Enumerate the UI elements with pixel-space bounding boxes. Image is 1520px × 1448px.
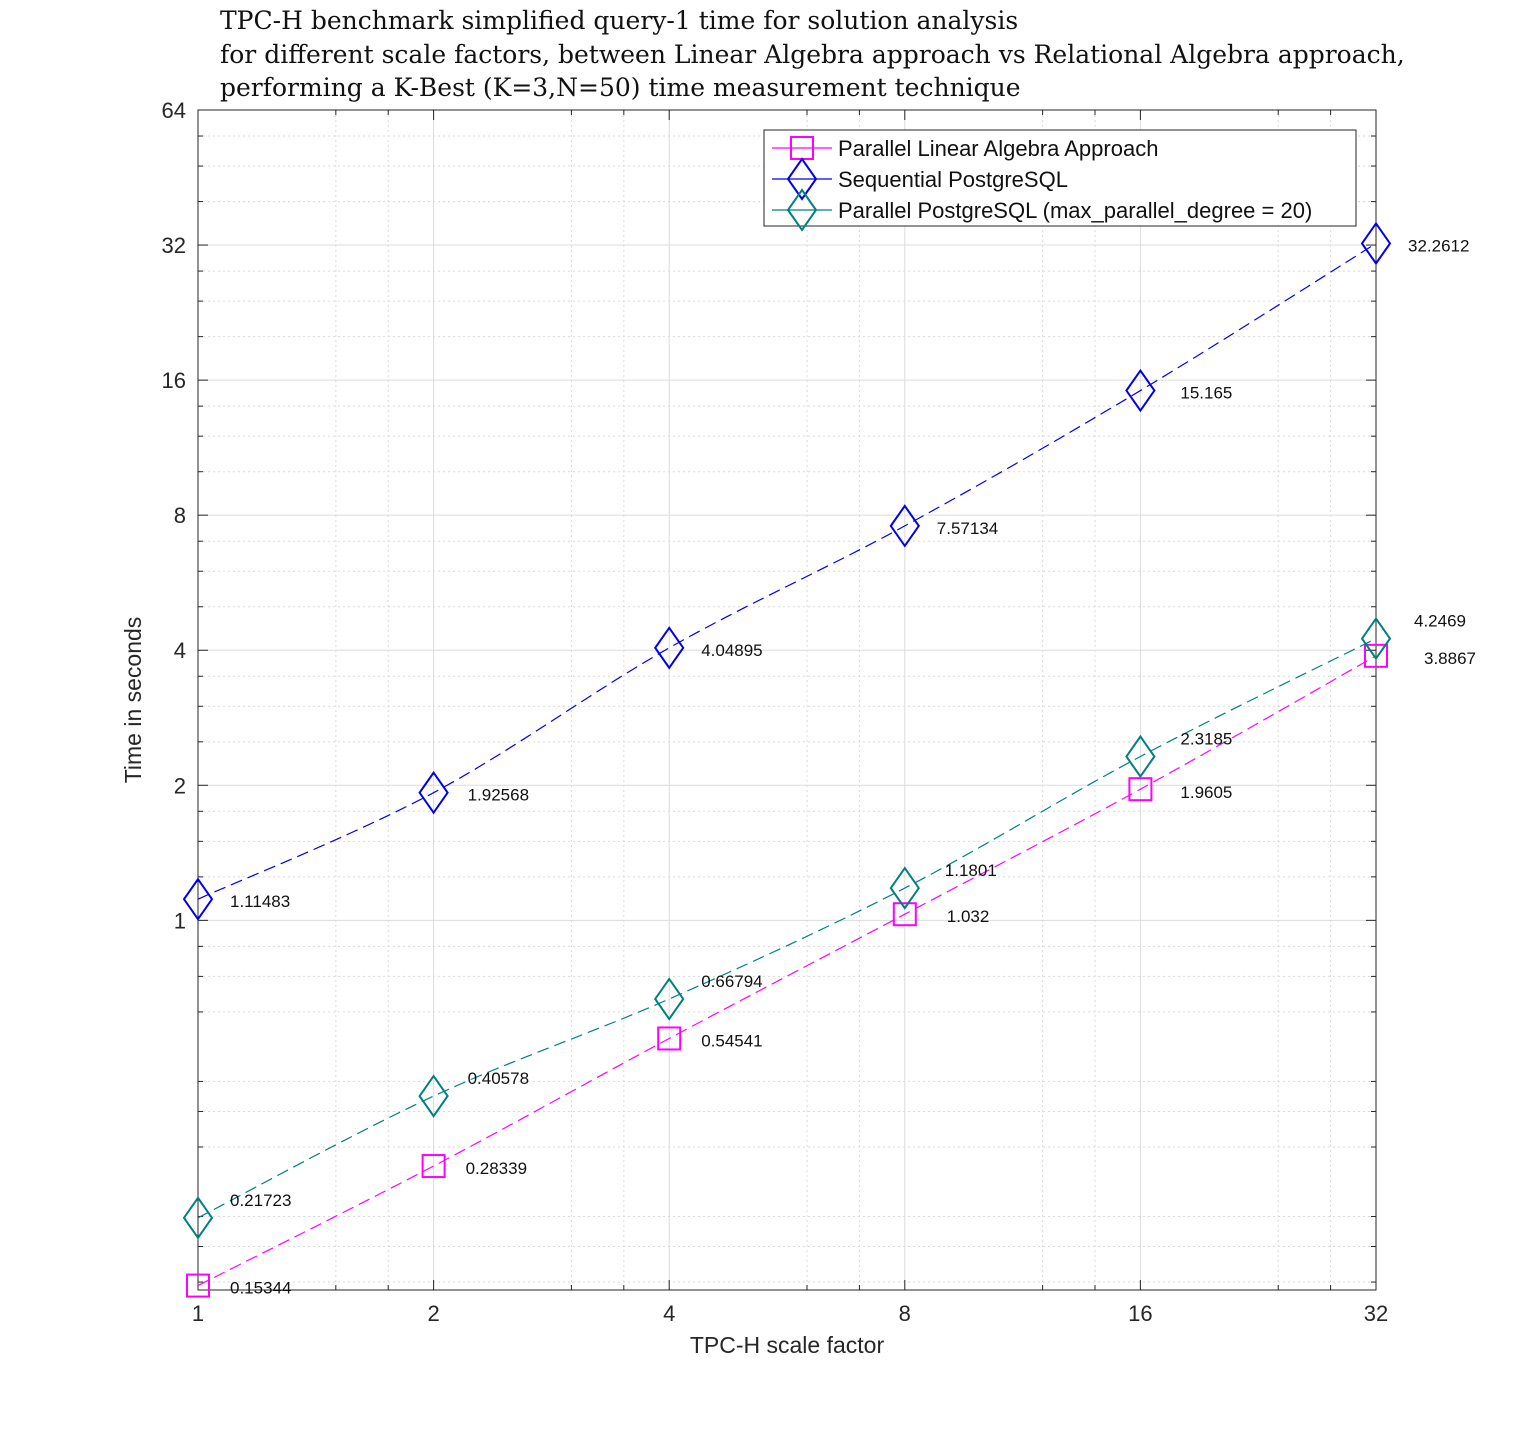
data-label: 0.15344 bbox=[230, 1279, 291, 1298]
x-tick-label: 32 bbox=[1364, 1301, 1388, 1326]
data-point-marker bbox=[1360, 221, 1392, 266]
data-label: 3.8867 bbox=[1424, 649, 1476, 668]
legend-marker bbox=[786, 157, 818, 201]
grid-layer bbox=[197, 109, 1377, 1290]
y-tick-label: 64 bbox=[162, 98, 186, 123]
data-point-marker bbox=[418, 1074, 449, 1118]
legend-entry-label: Sequential PostgreSQL bbox=[838, 167, 1068, 192]
x-tick-label: 4 bbox=[663, 1301, 675, 1326]
data-point-marker bbox=[186, 1273, 210, 1298]
data-point-marker bbox=[418, 770, 449, 815]
data-label: 1.1801 bbox=[945, 861, 997, 880]
series-layer bbox=[182, 221, 1392, 1298]
chart-title-line-1: TPC-H benchmark simplified query-1 time … bbox=[220, 6, 1019, 35]
x-tick-label: 16 bbox=[1128, 1301, 1152, 1326]
series-line bbox=[197, 242, 1377, 900]
data-label: 2.3185 bbox=[1180, 729, 1232, 748]
legend-entry-label: Parallel PostgreSQL (max_parallel_degree… bbox=[838, 198, 1312, 223]
x-tick-label: 8 bbox=[899, 1301, 911, 1326]
data-label: 15.165 bbox=[1180, 384, 1232, 403]
data-point-marker bbox=[889, 866, 921, 910]
data-label: 0.54541 bbox=[701, 1031, 762, 1050]
data-label: 0.66794 bbox=[701, 972, 762, 991]
data-point-marker bbox=[182, 877, 214, 921]
data-label: 7.57134 bbox=[937, 519, 998, 538]
series-line bbox=[197, 638, 1377, 1219]
y-tick-label: 32 bbox=[162, 233, 186, 258]
y-tick-label: 2 bbox=[174, 773, 186, 798]
legend-marker bbox=[786, 188, 818, 232]
data-point-marker bbox=[421, 1154, 446, 1179]
y-axis-title: Time in seconds bbox=[120, 617, 146, 784]
data-point-marker bbox=[892, 902, 917, 927]
data-point-marker bbox=[1360, 616, 1392, 661]
data-label: 1.92568 bbox=[468, 786, 529, 805]
x-axis-title: TPC-H scale factor bbox=[690, 1332, 885, 1358]
series-2 bbox=[182, 616, 1392, 1240]
data-point-marker bbox=[653, 626, 685, 670]
y-tick-label: 1 bbox=[174, 908, 186, 933]
legend-box bbox=[763, 129, 1357, 227]
data-point-marker bbox=[653, 977, 685, 1021]
data-point-marker bbox=[889, 504, 921, 548]
series-1 bbox=[182, 221, 1392, 921]
data-point-marker bbox=[1125, 734, 1156, 779]
data-label: 32.2612 bbox=[1408, 236, 1469, 255]
data-point-marker bbox=[1364, 643, 1388, 668]
data-label: 4.04895 bbox=[701, 641, 762, 660]
y-tick-label: 16 bbox=[162, 368, 186, 393]
series-line bbox=[197, 655, 1377, 1287]
data-labels-layer: 0.15344 0.28339 0.54541 1.032 1.9605 3.8867 1.… bbox=[230, 236, 1476, 1297]
data-label: 4.2469 bbox=[1414, 612, 1466, 631]
chart-title-line-2: for different scale factors, between Lin… bbox=[220, 40, 1405, 69]
data-label: 1.032 bbox=[947, 907, 990, 926]
data-point-marker bbox=[657, 1026, 682, 1051]
x-tick-label: 2 bbox=[427, 1301, 439, 1326]
data-label: 0.28339 bbox=[466, 1159, 527, 1178]
chart-title-line-3: performing a K-Best (K=3,N=50) time meas… bbox=[220, 73, 1021, 102]
y-tick-label: 8 bbox=[174, 503, 186, 528]
data-point-marker bbox=[182, 1196, 214, 1240]
plot-frame bbox=[197, 109, 1377, 1291]
data-label: 0.40578 bbox=[468, 1069, 529, 1088]
x-tick-label: 1 bbox=[192, 1301, 204, 1326]
data-label: 1.11483 bbox=[230, 892, 290, 911]
y-tick-label: 4 bbox=[174, 638, 186, 663]
axes-layer: 1 2 4 8 16 32 1 2 4 8 16 32 64 bbox=[162, 98, 1389, 1326]
data-label: 0.21723 bbox=[230, 1191, 291, 1210]
data-label: 1.9605 bbox=[1180, 783, 1232, 802]
legend-entry-label: Parallel Linear Algebra Approach bbox=[838, 136, 1158, 161]
legend: Parallel Linear Algebra Approach Sequenti… bbox=[763, 129, 1357, 232]
data-point-marker bbox=[1125, 368, 1156, 413]
